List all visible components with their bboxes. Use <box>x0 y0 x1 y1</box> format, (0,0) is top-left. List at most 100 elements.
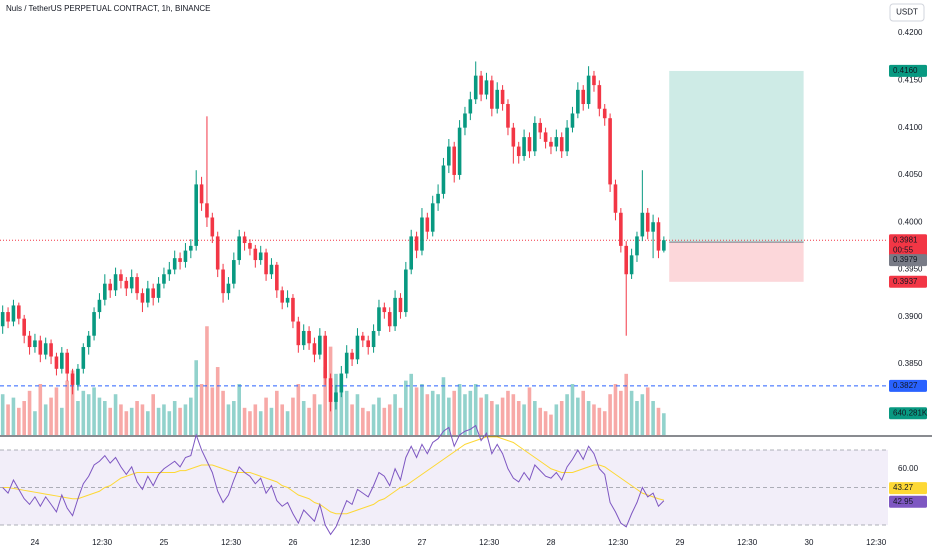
candle-body <box>602 108 607 119</box>
volume-bar <box>490 401 494 435</box>
x-tick-label: 12:30 <box>479 538 500 547</box>
target-price-tag-bg <box>889 64 927 77</box>
volume-bar <box>344 390 349 435</box>
position-stop-zone <box>669 242 804 282</box>
line-price-tag: 0.3827 <box>893 381 918 390</box>
candle-body <box>463 113 467 128</box>
volume-bar <box>457 384 462 435</box>
volume-bar <box>533 401 537 435</box>
volume-bar <box>441 377 446 435</box>
line-price-tag-bg <box>889 379 927 392</box>
candle-body <box>60 352 64 369</box>
volume-tag: 640.281K <box>893 408 928 417</box>
volume-bar <box>226 404 231 435</box>
candle-body <box>307 330 311 344</box>
volume-bar <box>183 404 188 435</box>
volume-bar <box>237 384 242 435</box>
last-price-tag: 0.3981 <box>893 235 918 244</box>
rsi-tick-label: 60.00 <box>898 464 919 473</box>
volume-bar <box>398 407 403 435</box>
currency-button[interactable] <box>889 3 925 22</box>
candle-body <box>484 80 489 95</box>
volume-bar <box>199 384 204 435</box>
target-price-tag: 0.4160 <box>893 66 918 75</box>
stop-price-tag-bg <box>889 275 927 288</box>
x-tick-label: 25 <box>159 538 168 547</box>
candle-body <box>146 288 150 303</box>
candle-body <box>629 255 634 275</box>
volume-bar <box>124 411 129 435</box>
candle-body <box>135 277 139 294</box>
x-tick-label: 28 <box>547 538 556 547</box>
volume-bar <box>135 401 139 435</box>
volume-bar <box>27 390 32 435</box>
volume-bar <box>318 404 322 435</box>
candle-body <box>242 236 247 244</box>
candle-body <box>414 236 419 251</box>
candle-body <box>549 141 553 147</box>
candle-body <box>97 299 102 313</box>
candle-body <box>404 269 408 313</box>
y-tick-label: 0.4000 <box>898 217 923 226</box>
volume-bar <box>60 407 64 435</box>
x-tick-label: 29 <box>676 538 685 547</box>
candle-body <box>0 312 5 327</box>
volume-bar <box>65 380 69 435</box>
volume-bar <box>656 407 661 435</box>
candle-body <box>640 212 645 237</box>
volume-bar <box>522 404 526 435</box>
candle-body <box>237 236 242 261</box>
volume-tag-bg <box>889 407 927 420</box>
volume-bar <box>629 390 634 435</box>
volume-bar <box>377 397 381 435</box>
candle-body <box>312 343 317 355</box>
volume-bar <box>597 407 602 435</box>
volume-bar <box>162 404 166 435</box>
volume-bar <box>473 384 478 435</box>
volume-bar <box>414 387 419 435</box>
volume-bar <box>538 407 543 435</box>
volume-bar <box>0 394 5 435</box>
volume-bar <box>430 390 435 435</box>
x-tick-label: 12:30 <box>221 538 242 547</box>
candle-body <box>11 305 16 322</box>
chart-title: Nuls / TetherUS PERPETUAL CONTRACT, 1h, … <box>6 4 211 13</box>
volume-bar <box>500 397 505 435</box>
volume-bar <box>527 387 532 435</box>
candle-body <box>500 89 505 105</box>
currency-label[interactable]: USDT <box>896 8 918 17</box>
volume-bar <box>221 390 225 435</box>
candle-body <box>258 252 263 261</box>
candle-body <box>559 137 564 152</box>
volume-bar <box>178 407 182 435</box>
volume-bar <box>361 407 365 435</box>
volume-bar <box>140 404 145 435</box>
candle-body <box>538 122 543 133</box>
volume-bar <box>436 394 440 435</box>
candle-body <box>49 343 53 357</box>
candle-body <box>167 269 172 275</box>
candle-body <box>205 203 209 218</box>
x-tick-label: 12:30 <box>350 538 371 547</box>
candle-body <box>129 277 134 289</box>
position-target-zone <box>669 70 804 243</box>
volume-bar <box>613 384 618 435</box>
volume-bar <box>350 404 354 435</box>
candle-body <box>608 118 612 185</box>
candle-body <box>516 146 521 157</box>
y-tick-label: 0.4050 <box>898 170 923 179</box>
volume-bar <box>592 404 596 435</box>
volume-bar <box>307 407 311 435</box>
candle-body <box>344 352 349 374</box>
candle-body <box>70 373 75 385</box>
candle-body <box>17 305 21 319</box>
volume-bar <box>581 390 586 435</box>
candle-body <box>586 75 591 105</box>
volume-bar <box>608 394 612 435</box>
candle-body <box>269 264 274 275</box>
candle-body <box>210 217 215 237</box>
candle-body <box>86 335 91 348</box>
candle-body <box>527 137 532 152</box>
volume-bar <box>409 373 414 435</box>
candle-body <box>162 274 166 284</box>
